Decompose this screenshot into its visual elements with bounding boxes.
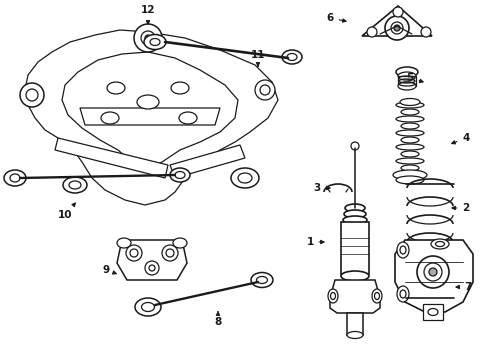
- Ellipse shape: [400, 99, 420, 105]
- Ellipse shape: [341, 271, 369, 281]
- Ellipse shape: [396, 102, 424, 108]
- Polygon shape: [395, 240, 473, 312]
- Bar: [347, 313, 363, 335]
- Polygon shape: [362, 6, 432, 36]
- Polygon shape: [80, 108, 220, 125]
- Ellipse shape: [173, 238, 187, 248]
- Ellipse shape: [401, 137, 419, 143]
- Ellipse shape: [401, 151, 419, 157]
- Ellipse shape: [393, 170, 427, 180]
- Circle shape: [162, 245, 178, 261]
- Polygon shape: [55, 138, 168, 178]
- Ellipse shape: [396, 158, 424, 164]
- Ellipse shape: [343, 216, 367, 224]
- Text: 9: 9: [102, 265, 116, 275]
- Text: 10: 10: [58, 203, 75, 220]
- Ellipse shape: [117, 238, 131, 248]
- Circle shape: [367, 27, 377, 37]
- Circle shape: [126, 245, 142, 261]
- Polygon shape: [423, 304, 443, 320]
- Ellipse shape: [231, 168, 259, 188]
- Circle shape: [385, 16, 409, 40]
- Ellipse shape: [372, 289, 382, 303]
- Ellipse shape: [396, 144, 424, 150]
- Polygon shape: [170, 145, 245, 178]
- Ellipse shape: [4, 170, 26, 186]
- Circle shape: [421, 27, 431, 37]
- Circle shape: [417, 256, 449, 288]
- Polygon shape: [330, 280, 380, 313]
- Ellipse shape: [401, 123, 419, 129]
- Polygon shape: [62, 52, 238, 168]
- Ellipse shape: [396, 67, 418, 77]
- Circle shape: [393, 7, 403, 17]
- Ellipse shape: [282, 50, 302, 64]
- Ellipse shape: [397, 286, 409, 302]
- Ellipse shape: [347, 332, 363, 338]
- Ellipse shape: [170, 168, 190, 182]
- Circle shape: [145, 261, 159, 275]
- Circle shape: [429, 268, 437, 276]
- Ellipse shape: [144, 35, 166, 49]
- Ellipse shape: [397, 242, 409, 258]
- Ellipse shape: [101, 112, 119, 124]
- Ellipse shape: [396, 116, 424, 122]
- Ellipse shape: [398, 82, 416, 90]
- Circle shape: [145, 35, 151, 41]
- Circle shape: [394, 25, 400, 31]
- Circle shape: [20, 83, 44, 107]
- Text: 3: 3: [314, 183, 330, 193]
- Circle shape: [351, 142, 359, 150]
- Ellipse shape: [431, 239, 449, 249]
- Text: 1: 1: [306, 237, 324, 247]
- Ellipse shape: [401, 165, 419, 171]
- Ellipse shape: [107, 82, 125, 94]
- Ellipse shape: [179, 112, 197, 124]
- Bar: [398, 76, 416, 86]
- Ellipse shape: [251, 273, 273, 288]
- Polygon shape: [25, 30, 278, 205]
- Ellipse shape: [135, 298, 161, 316]
- Text: 2: 2: [452, 203, 469, 213]
- Ellipse shape: [328, 289, 338, 303]
- Ellipse shape: [63, 177, 87, 193]
- Ellipse shape: [396, 130, 424, 136]
- Ellipse shape: [401, 109, 419, 115]
- Circle shape: [255, 80, 275, 100]
- Ellipse shape: [398, 72, 416, 80]
- Text: 5: 5: [406, 73, 423, 83]
- Text: 6: 6: [326, 13, 346, 23]
- Text: 11: 11: [251, 50, 265, 66]
- Circle shape: [134, 24, 162, 52]
- Text: 4: 4: [452, 133, 470, 144]
- Ellipse shape: [137, 95, 159, 109]
- Text: 7: 7: [456, 282, 472, 292]
- Ellipse shape: [344, 210, 366, 218]
- Text: 8: 8: [215, 311, 221, 327]
- Ellipse shape: [345, 204, 365, 212]
- Ellipse shape: [171, 82, 189, 94]
- Bar: [341, 222, 369, 274]
- Polygon shape: [117, 240, 187, 280]
- Text: 12: 12: [141, 5, 155, 24]
- Ellipse shape: [396, 176, 424, 184]
